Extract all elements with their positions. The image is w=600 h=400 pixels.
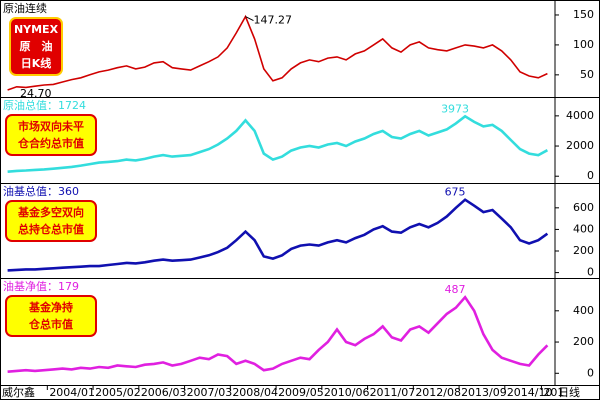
x-tick-label: 2012/08 [415, 386, 461, 399]
x-tick-label: 2013/09 [461, 386, 507, 399]
x-tick-label: 2011/07 [370, 386, 416, 399]
x-tick-label: 2007/03 [187, 386, 233, 399]
badge-text: 基金多空双向 [17, 205, 84, 219]
y-tick-label: 4000 [566, 109, 594, 122]
y-tick-label: 2000 [566, 139, 594, 152]
series-line [7, 14, 548, 91]
y-tick-label: 150 [573, 8, 594, 21]
x-tick-label: 201 [543, 386, 564, 399]
low-label: 24.70 [20, 87, 52, 100]
peak-label: 675 [445, 186, 466, 199]
y-tick-label: 100 [573, 38, 594, 51]
panel-title: 油基净值：179 [3, 279, 79, 293]
y-tick-label: 50 [580, 68, 594, 81]
x-tick-label: 2008/04 [232, 386, 278, 399]
badge-text: 原 油 [20, 39, 53, 53]
y-tick-label: 0 [587, 266, 594, 279]
series-line [7, 198, 549, 272]
x-unit: 日线 [558, 385, 580, 399]
x-tick-label: 2010/06 [324, 386, 370, 399]
x-tick-label: 2006/03 [141, 386, 187, 399]
y-tick-label: 400 [573, 222, 594, 235]
brand: 威尔鑫 [2, 385, 35, 399]
badge [5, 295, 97, 337]
badge-text: 基金净持 [28, 300, 73, 314]
peak-label: 147.27 [253, 14, 292, 27]
peak-label: 3973 [441, 102, 469, 115]
badge-text: NYMEX [14, 23, 59, 36]
y-tick-label: 200 [573, 244, 594, 257]
panel-title: 原油连续 [3, 1, 47, 15]
y-tick-label: 600 [573, 201, 594, 214]
series-line [7, 114, 549, 173]
y-tick-label: 0 [587, 169, 594, 182]
badge-text: 仓总市值 [28, 317, 73, 331]
badge [5, 114, 97, 156]
badge [9, 17, 63, 76]
badge [5, 200, 97, 242]
badge-text: 总持仓总市值 [18, 222, 84, 236]
badge-text: 仓合约总市值 [17, 136, 84, 150]
y-tick-label: 200 [573, 335, 594, 348]
panel-title: 油基总值：360 [3, 184, 79, 198]
x-tick-label: 2009/05 [278, 386, 324, 399]
panel-title: 原油总值：1724 [3, 98, 86, 112]
y-tick-label: 400 [573, 304, 594, 317]
x-tick-label: 2005/02 [95, 386, 141, 399]
peak-label: 487 [445, 283, 466, 296]
peak-arrow [245, 16, 254, 22]
x-tick-label: 2004/01 [49, 386, 95, 399]
y-tick-label: 0 [587, 366, 594, 379]
badge-text: 日K线 [21, 56, 52, 70]
series-line [7, 295, 549, 373]
badge-text: 市场双向未平 [18, 119, 84, 133]
